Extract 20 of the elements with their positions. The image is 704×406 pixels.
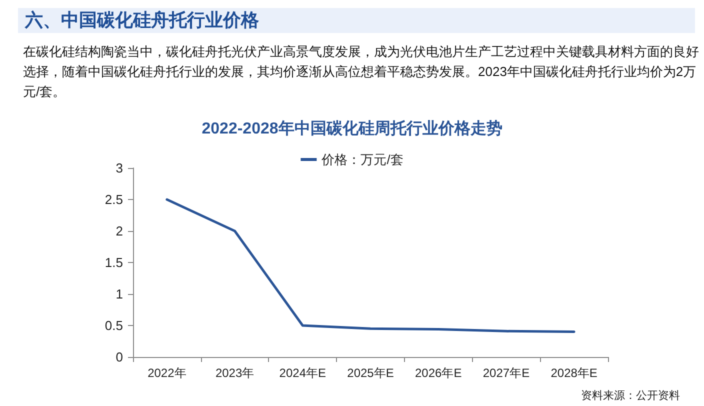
y-tick-label: 0.5 xyxy=(104,318,123,333)
chart-title: 2022-2028年中国碳化硅周托行业价格走势 xyxy=(202,120,502,138)
legend-label: 价格：万元/套 xyxy=(320,152,404,167)
x-tick-label: 2023年 xyxy=(215,366,254,380)
x-tick-label: 2024年E xyxy=(279,366,326,380)
x-tick-label: 2028年E xyxy=(550,366,598,380)
x-tick-label: 2022年 xyxy=(148,366,186,380)
x-tick-label: 2026年E xyxy=(415,366,462,380)
line-series xyxy=(166,198,576,334)
text: 六、中国碳化硅舟托行业价格 xyxy=(18,8,695,33)
y-tick-label: 3 xyxy=(116,160,123,176)
y-tick-label: 2 xyxy=(116,224,123,238)
y-tick-label: 0 xyxy=(116,350,123,364)
text: 资料来源：公开资料 xyxy=(581,389,680,403)
text: 在碳化硅结构陶瓷当中，碳化硅舟托光伏产业高景气度发展，成为光伏电池片生产工艺过程中关键载具材料方面的良好选择，随着中国碳化硅舟托行业的发展，其均价逐渐从高位想着平稳态势发展。2023年中国碳化硅舟托行业均价为2万元/套。 xyxy=(23,43,700,101)
x-tick-label: 2025年E xyxy=(347,366,394,380)
y-tick-label: 2.5 xyxy=(104,192,123,207)
y-tick-label: 1.5 xyxy=(104,255,123,270)
y-tick-label: 1 xyxy=(116,286,123,302)
x-tick-label: 2027年E xyxy=(482,366,530,380)
